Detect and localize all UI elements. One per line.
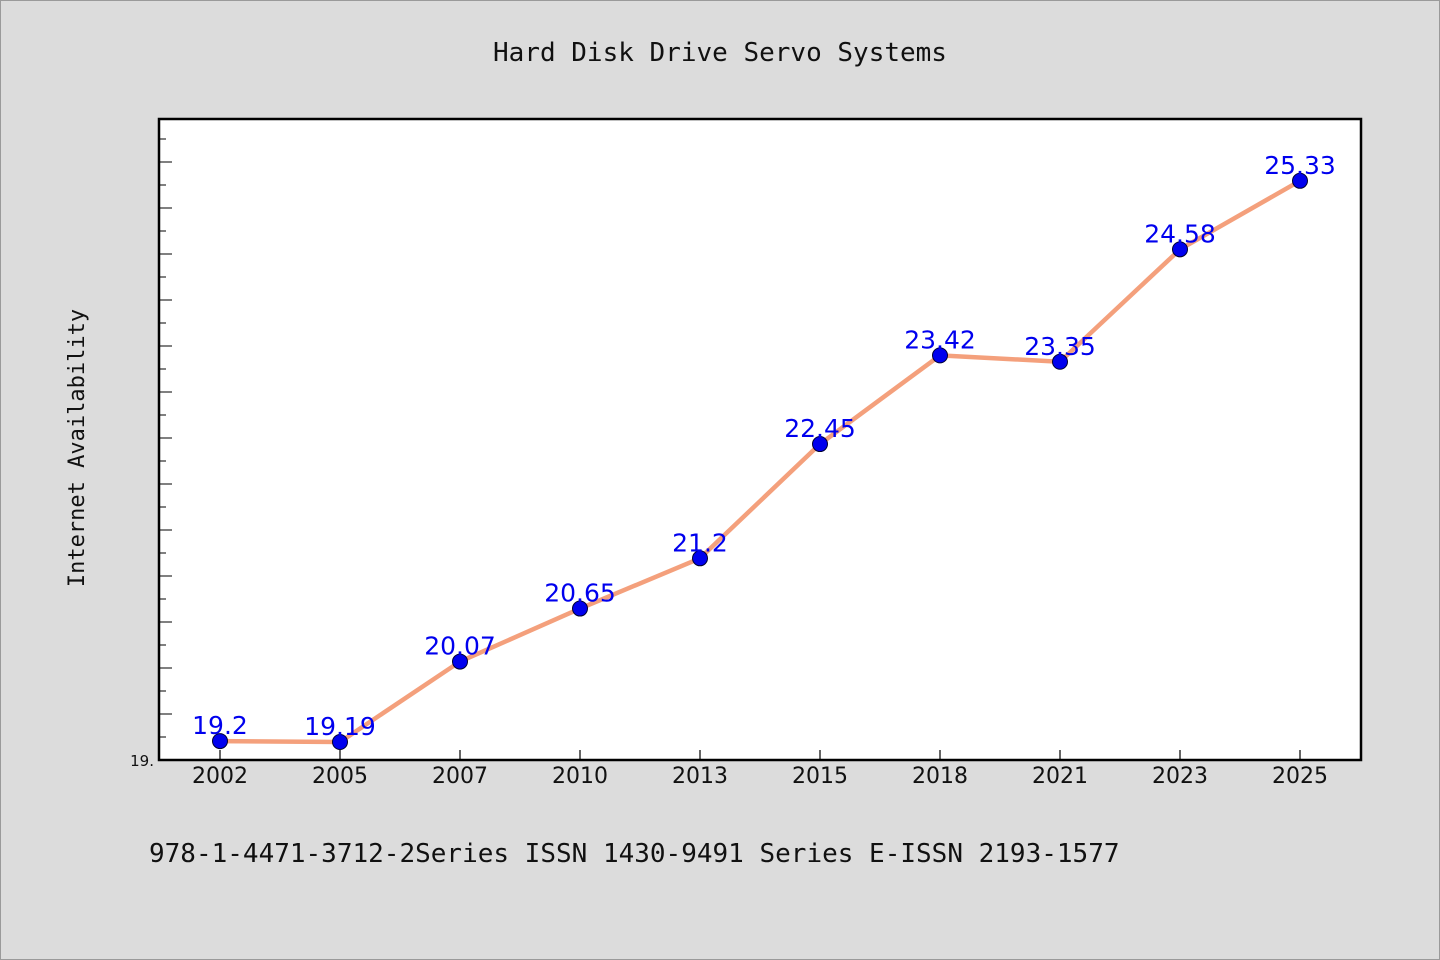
x-tick-label: 2007	[432, 764, 488, 789]
plot-area	[157, 117, 1363, 762]
data-label: 23.35	[1024, 332, 1096, 361]
data-point	[812, 436, 828, 453]
data-label: 24.58	[1144, 219, 1216, 248]
series-layer: 19.2 19.19 20.07 20.65 21.2 22.45 23.42 23.35 24…	[192, 151, 1336, 750]
data-label: 21.2	[672, 528, 728, 557]
x-tick-label: 2013	[672, 764, 728, 789]
data-label: 23.42	[904, 325, 976, 354]
data-point	[452, 653, 468, 670]
x-tick-label: 2021	[1032, 764, 1088, 789]
data-label: 22.45	[784, 414, 856, 443]
x-tick-label: 2015	[792, 764, 848, 789]
data-label: 19.19	[304, 712, 376, 741]
data-point	[212, 733, 228, 750]
data-label: 20.07	[424, 632, 496, 661]
y-axis-label: Internet Availability	[65, 309, 90, 587]
data-point	[692, 550, 708, 567]
y-axis-ticks	[160, 138, 172, 738]
chart-title: Hard Disk Drive Servo Systems	[493, 38, 947, 68]
data-point	[1172, 241, 1188, 258]
footer-note: 978-1-4471-3712-2Series ISSN 1430-9491 S…	[149, 839, 1120, 869]
x-axis-ticks: 2002 2005 2007 2010 2013 2015 2018 2021 2023 2025	[192, 750, 1328, 789]
x-tick-label: 2023	[1152, 764, 1208, 789]
x-tick-label: 2010	[552, 764, 608, 789]
x-tick-label: 2005	[312, 764, 368, 789]
data-point	[1052, 353, 1068, 370]
x-tick-label: 2002	[192, 764, 248, 789]
data-point	[1292, 172, 1308, 189]
data-point	[332, 734, 348, 750]
data-point	[932, 347, 948, 364]
data-label: 20.65	[544, 579, 616, 608]
y-tick-label: 19.	[130, 752, 154, 770]
data-point	[572, 600, 588, 617]
data-label: 25.33	[1264, 151, 1336, 180]
x-tick-label: 2025	[1272, 764, 1328, 789]
data-label: 19.2	[192, 711, 248, 740]
x-tick-label: 2018	[912, 764, 968, 789]
series-line	[217, 178, 1303, 745]
